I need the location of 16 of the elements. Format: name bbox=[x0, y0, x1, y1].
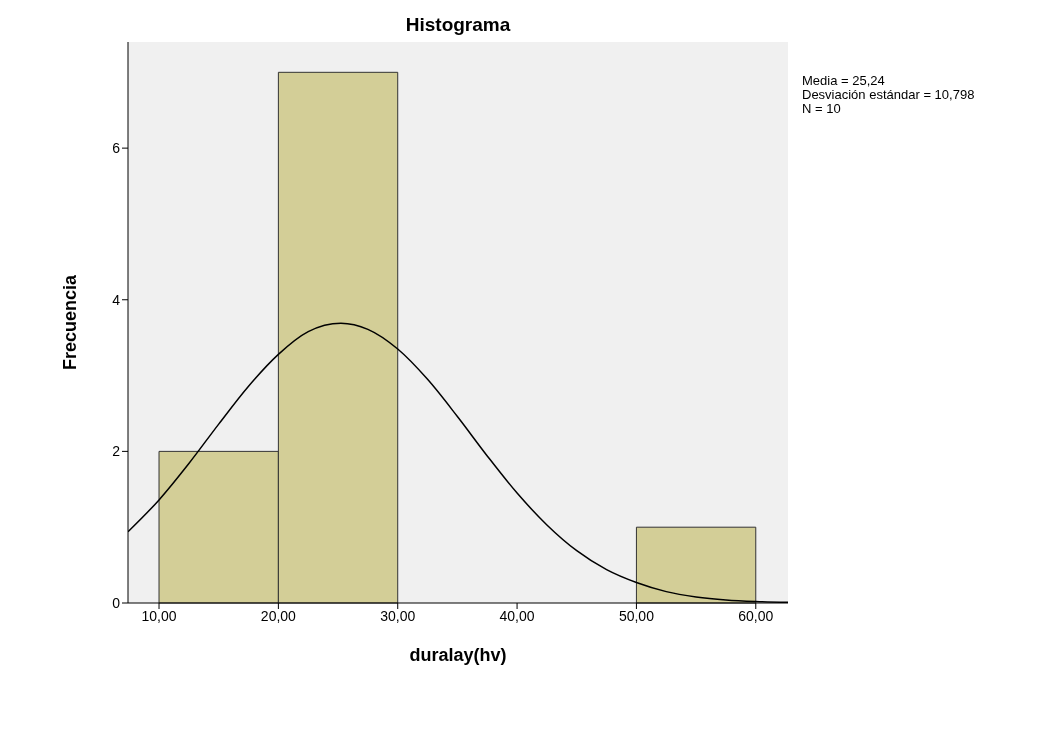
x-tick-label: 10,00 bbox=[141, 607, 177, 624]
y-tick-label: 6 bbox=[112, 140, 121, 157]
text: N = 10 bbox=[802, 101, 842, 116]
y-tick-label: 2 bbox=[112, 443, 121, 460]
x-tick-label: 60,00 bbox=[738, 607, 774, 624]
text: Desviación estándar = 10,798 bbox=[802, 87, 975, 102]
x-axis-title: duralay(hv) bbox=[409, 645, 507, 665]
x-tick-label: 30,00 bbox=[380, 607, 416, 624]
x-tick-label: 20,00 bbox=[260, 607, 297, 624]
y-tick-label: 4 bbox=[112, 291, 121, 308]
chart-title: Histograma bbox=[404, 14, 512, 36]
y-tick-label: 0 bbox=[112, 594, 121, 611]
x-tick-label: 50,00 bbox=[618, 607, 655, 624]
y-axis-title: Frecuencia bbox=[60, 273, 81, 371]
text: Media = 25,24 bbox=[802, 73, 886, 88]
x-tick-label: 40,00 bbox=[499, 607, 535, 624]
